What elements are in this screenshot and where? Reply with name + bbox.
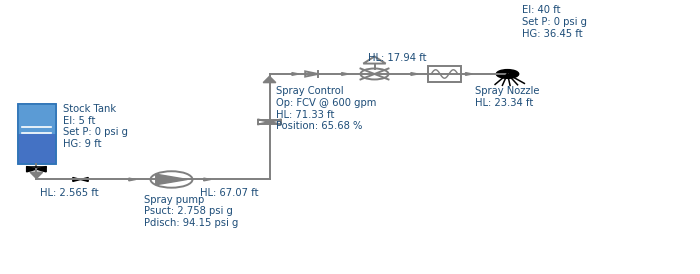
Polygon shape — [36, 167, 46, 172]
Bar — [18, 104, 56, 164]
Polygon shape — [129, 178, 136, 181]
Text: Spray Control
Op: FCV @ 600 gpm
HL: 71.33 ft
Position: 65.68 %: Spray Control Op: FCV @ 600 gpm HL: 71.3… — [276, 86, 377, 131]
Text: HL: 17.94 ft: HL: 17.94 ft — [368, 53, 426, 63]
Bar — [18, 104, 56, 134]
Bar — [428, 66, 461, 82]
Polygon shape — [466, 73, 472, 75]
Circle shape — [496, 70, 519, 78]
Bar — [18, 104, 56, 164]
Text: Spray pump
Psuct: 2.758 psi g
Pdisch: 94.15 psi g: Spray pump Psuct: 2.758 psi g Pdisch: 94… — [144, 195, 238, 228]
Text: El: 40 ft
Set P: 0 psi g
HG: 36.45 ft: El: 40 ft Set P: 0 psi g HG: 36.45 ft — [522, 5, 587, 39]
Polygon shape — [342, 73, 349, 75]
Polygon shape — [155, 174, 188, 185]
Text: Spray Nozzle
HL: 23.34 ft: Spray Nozzle HL: 23.34 ft — [475, 86, 540, 108]
Polygon shape — [204, 178, 211, 181]
Polygon shape — [27, 167, 36, 172]
Polygon shape — [411, 73, 418, 75]
Polygon shape — [73, 178, 80, 181]
Polygon shape — [263, 76, 276, 82]
Bar — [258, 119, 281, 124]
Text: HL: 67.07 ft: HL: 67.07 ft — [199, 188, 258, 198]
Polygon shape — [30, 172, 43, 178]
Polygon shape — [80, 178, 88, 181]
Text: HL: 2.565 ft: HL: 2.565 ft — [40, 188, 99, 198]
Polygon shape — [292, 73, 299, 75]
Text: Stock Tank
El: 5 ft
Set P: 0 psi g
HG: 9 ft: Stock Tank El: 5 ft Set P: 0 psi g HG: 9… — [63, 104, 128, 149]
